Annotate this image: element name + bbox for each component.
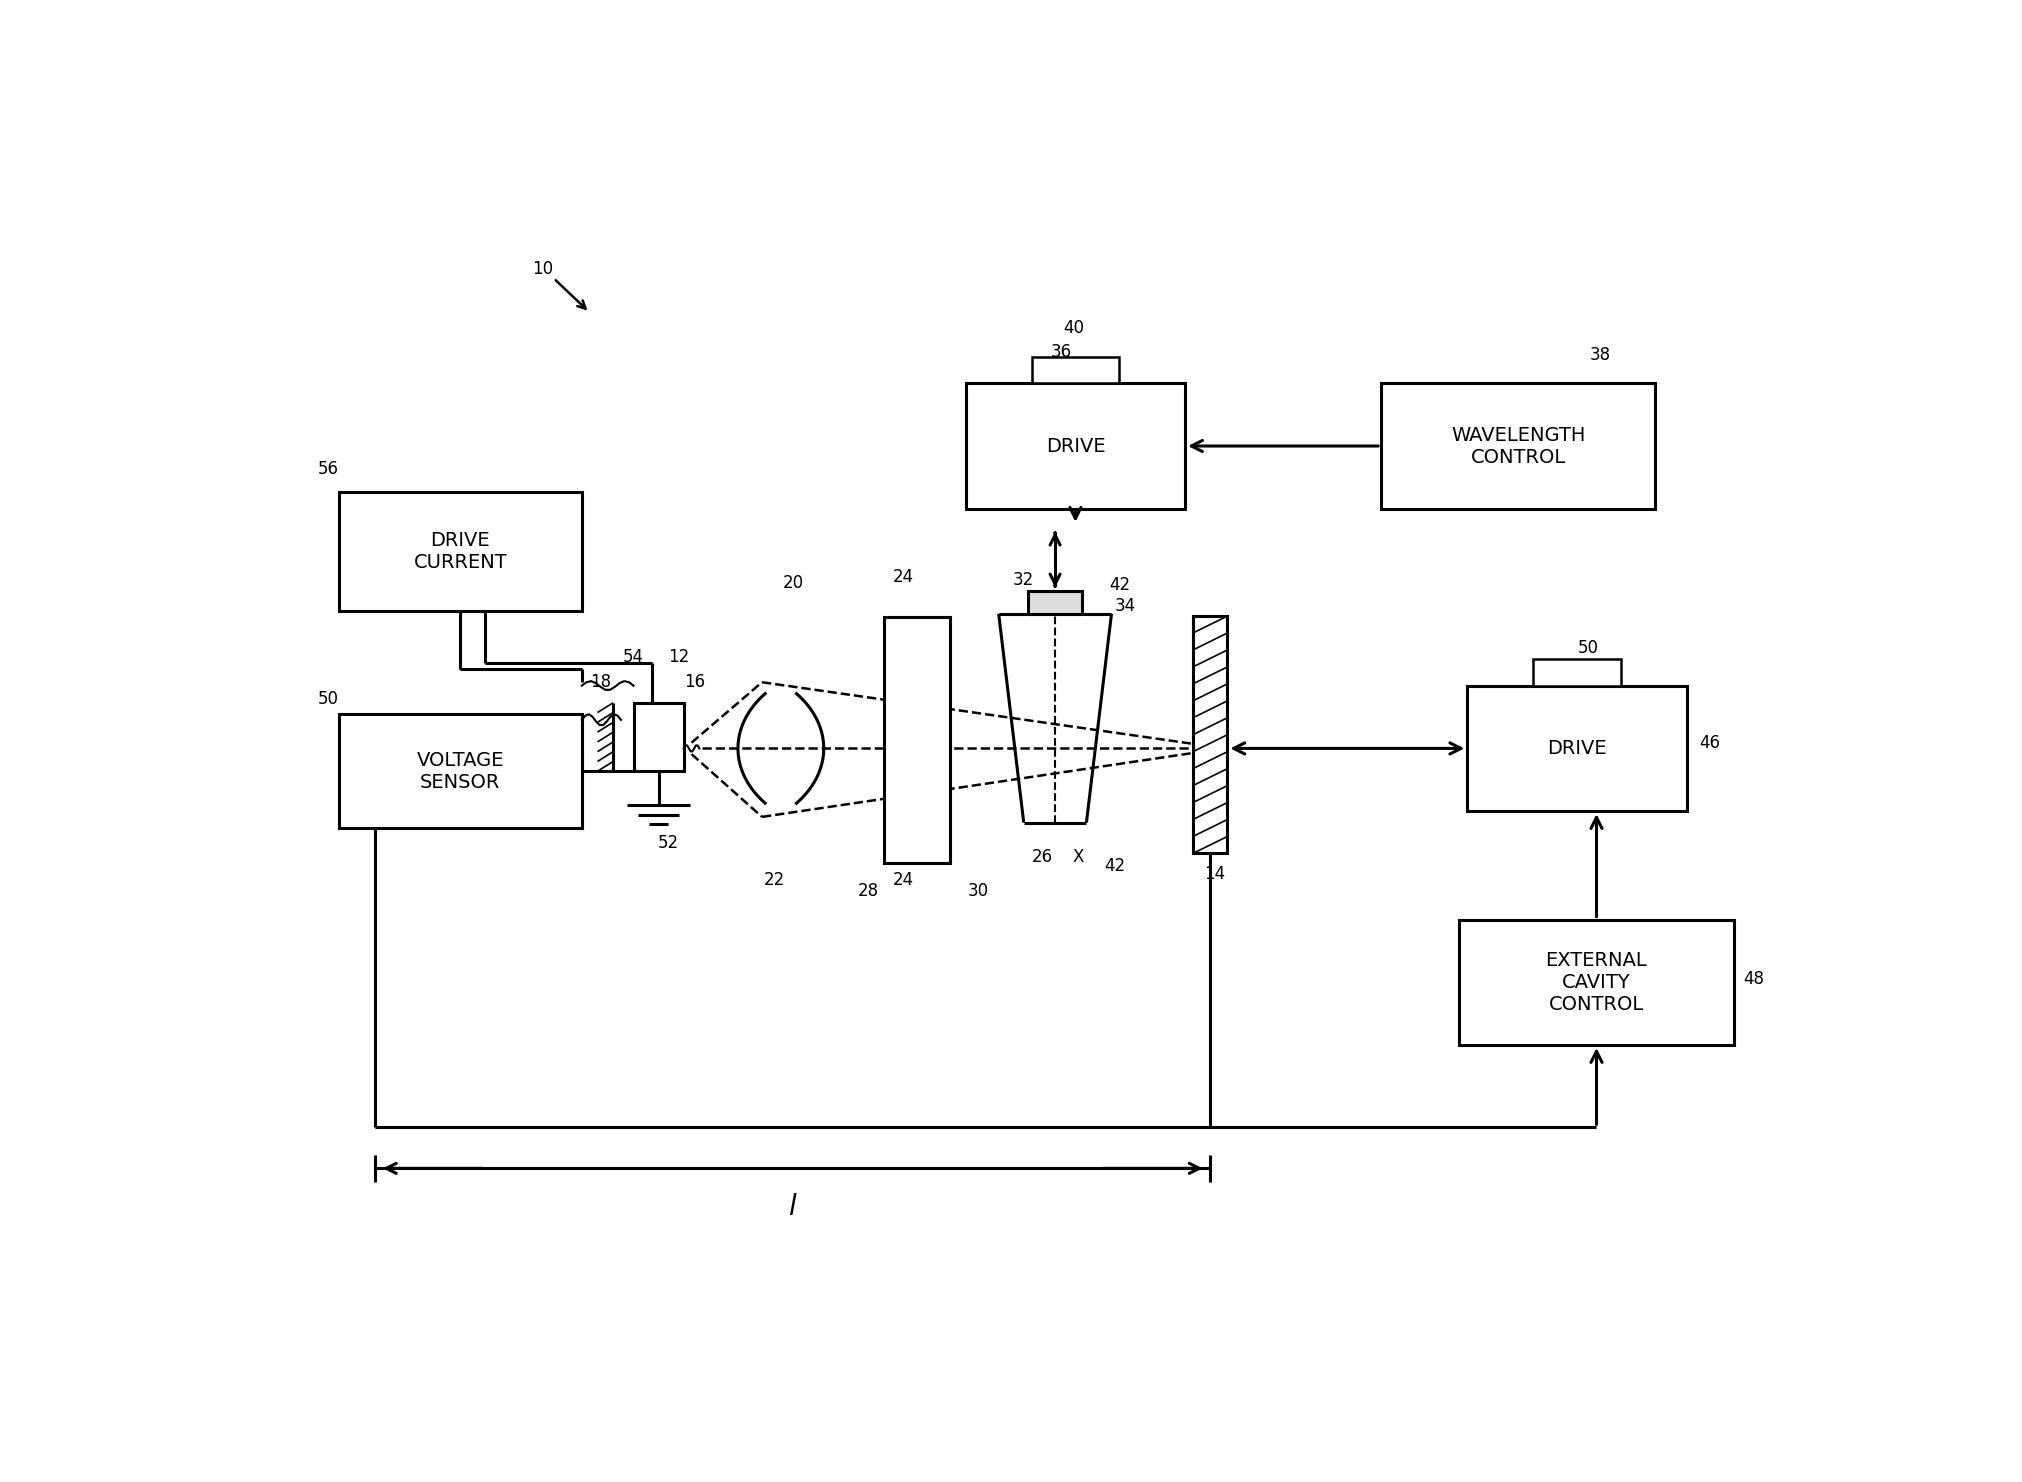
- Text: 20: 20: [783, 574, 805, 591]
- Bar: [884, 617, 950, 863]
- Text: 24: 24: [892, 568, 914, 587]
- Text: 56: 56: [317, 459, 338, 477]
- Text: 46: 46: [1701, 734, 1721, 751]
- Text: 32: 32: [1013, 571, 1035, 588]
- Text: DRIVE: DRIVE: [1547, 740, 1607, 757]
- Text: 36: 36: [1051, 344, 1072, 362]
- Text: 16: 16: [683, 673, 706, 691]
- Text: 34: 34: [1114, 597, 1136, 615]
- Bar: [340, 714, 582, 828]
- Text: 48: 48: [1743, 969, 1765, 988]
- Text: 40: 40: [1064, 320, 1084, 338]
- Text: 38: 38: [1589, 345, 1612, 363]
- Bar: [1533, 659, 1622, 686]
- Bar: [1468, 686, 1686, 811]
- Text: EXTERNAL
CAVITY
CONTROL: EXTERNAL CAVITY CONTROL: [1545, 951, 1648, 1014]
- Text: $l$: $l$: [789, 1193, 797, 1221]
- Bar: [633, 702, 683, 771]
- Bar: [967, 384, 1185, 508]
- Bar: [340, 492, 582, 612]
- Text: WAVELENGTH
CONTROL: WAVELENGTH CONTROL: [1452, 425, 1585, 467]
- Text: 10: 10: [532, 261, 554, 279]
- Text: VOLTAGE
SENSOR: VOLTAGE SENSOR: [417, 751, 503, 791]
- Text: DRIVE
CURRENT: DRIVE CURRENT: [415, 531, 508, 572]
- Text: 28: 28: [857, 882, 880, 900]
- Bar: [1460, 919, 1733, 1045]
- Text: 12: 12: [669, 648, 690, 665]
- Text: X: X: [1074, 848, 1084, 865]
- Text: 42: 42: [1104, 857, 1124, 874]
- Text: 52: 52: [657, 834, 679, 852]
- Text: 14: 14: [1205, 865, 1225, 883]
- Text: 24: 24: [892, 870, 914, 889]
- Bar: [1029, 591, 1082, 614]
- Text: 18: 18: [590, 673, 611, 691]
- Bar: [1381, 384, 1656, 508]
- Text: 26: 26: [1031, 848, 1053, 865]
- Text: 42: 42: [1108, 576, 1130, 594]
- Text: 50: 50: [1577, 639, 1597, 657]
- Text: 50: 50: [317, 691, 338, 708]
- Text: 54: 54: [623, 648, 645, 665]
- Text: 30: 30: [969, 882, 989, 900]
- Text: 22: 22: [764, 870, 785, 889]
- Bar: [1193, 617, 1227, 854]
- Text: DRIVE: DRIVE: [1045, 437, 1106, 455]
- Bar: [1031, 357, 1120, 384]
